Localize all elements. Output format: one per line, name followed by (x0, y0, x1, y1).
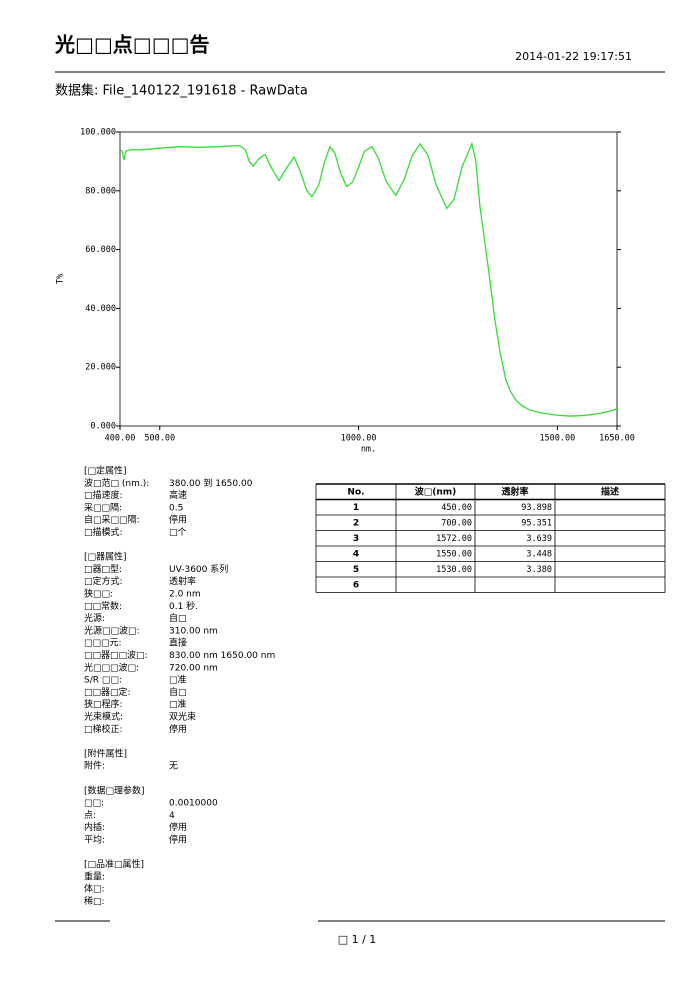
table-header: 波□(nm) (415, 485, 457, 497)
table-cell: 3.448 (526, 549, 552, 559)
property-value: 高速 (169, 489, 187, 501)
x-tick-label: 500.00 (144, 434, 175, 444)
property-value: 310.00 nm (169, 626, 218, 636)
dataset-label: 数据集: File_140122_191618 - RawData (55, 83, 308, 99)
table-cell: 93.898 (521, 503, 552, 513)
section-title: [□定属性] (84, 465, 127, 477)
plot-frame (119, 131, 618, 427)
page-number: □ 1 / 1 (338, 933, 377, 946)
property-label: 稀□: (84, 895, 105, 907)
table-cell: 4 (353, 549, 359, 559)
y-tick-label: 40.000 (85, 304, 116, 314)
property-value: □准 (169, 699, 187, 710)
property-label: 内插: (84, 821, 105, 833)
table-cell: 700.00 (441, 518, 472, 528)
table-cell: 1 (353, 503, 359, 513)
property-value: □准 (169, 675, 187, 686)
property-label: □梯校正: (84, 723, 123, 735)
property-value: 0.0010000 (169, 799, 218, 809)
property-label: 波□范□ (nm.): (84, 477, 149, 489)
property-label: □□器□定: (84, 686, 131, 698)
table-cell: 1550.00 (436, 549, 472, 559)
property-value: 停用 (169, 514, 187, 526)
property-value: 自□ (169, 612, 187, 624)
table-cell: 3 (353, 534, 359, 544)
property-label: □□器□□波□: (84, 649, 148, 661)
property-label: □器□型: (84, 564, 122, 575)
table-cell: 450.00 (441, 503, 472, 513)
table-header: 透射率 (501, 485, 528, 497)
property-value: 2.0 nm (169, 590, 201, 600)
property-value: 720.00 nm (169, 663, 218, 673)
property-value: 双光束 (169, 711, 196, 723)
property-value: 停用 (169, 834, 187, 846)
property-label: □定方式: (84, 575, 123, 587)
property-label: 重量: (84, 870, 105, 882)
property-label: S/R □□: (84, 676, 122, 686)
property-label: 附件: (84, 760, 105, 772)
property-label: □□□元: (84, 639, 122, 649)
y-tick-label: 20.000 (85, 363, 116, 373)
y-axis-label: T% (56, 274, 66, 284)
x-tick-label: 400.00 (105, 434, 136, 444)
table-cell: 6 (353, 580, 359, 590)
table-cell: 3.380 (526, 565, 552, 575)
x-axis-label: nm. (361, 445, 376, 455)
property-value: 无 (169, 761, 178, 772)
section-title: [□器属性] (84, 551, 127, 563)
property-label: 点: (84, 810, 96, 821)
property-value: 自□ (169, 686, 187, 698)
table-cell: 5 (353, 565, 359, 575)
table-cell: 1572.00 (436, 534, 472, 544)
property-label: 光□□□波□: (84, 661, 139, 673)
property-label: □描速度: (84, 489, 123, 501)
property-label: □描模式: (84, 526, 123, 538)
property-value: 830.00 nm 1650.00 nm (169, 651, 275, 661)
table-cell: 3.639 (526, 534, 552, 544)
report-title: 光□□点□□□告 (54, 33, 209, 57)
property-label: 平均: (84, 834, 105, 846)
property-value: 停用 (169, 821, 187, 833)
section-title: [数据□理参数] (84, 784, 145, 796)
property-label: □□常数: (84, 600, 122, 612)
property-value: 直接 (169, 637, 187, 649)
y-tick-label: 80.000 (85, 186, 116, 196)
property-label: 光源□□波□: (84, 624, 140, 636)
report-datetime: 2014-01-22 19:17:51 (515, 50, 632, 63)
property-value: 4 (169, 811, 175, 821)
x-tick-label: 1000.00 (341, 434, 377, 444)
property-label: 狭□程序: (84, 698, 123, 710)
property-value: 380.00 到 1650.00 (169, 477, 253, 489)
x-tick-label: 1650.00 (599, 434, 635, 444)
property-label: 体□: (84, 883, 105, 895)
table-header: 描述 (601, 485, 619, 497)
y-tick-label: 0.000 (90, 422, 116, 432)
property-label: 狭□□: (84, 588, 113, 600)
table-cell: 95.351 (521, 518, 552, 528)
property-label: 光源: (84, 612, 105, 624)
property-value: □个 (169, 527, 187, 538)
section-title: [附件属性] (84, 747, 127, 759)
property-value: UV-3600 系列 (169, 563, 228, 575)
property-label: 光束模式: (84, 711, 123, 723)
property-label: 采□□隔: (84, 502, 122, 513)
property-label: 自□采□□隔: (84, 514, 140, 526)
table-cell: 2 (353, 518, 359, 528)
property-label: □□: (84, 799, 104, 809)
spectrum-line (119, 141, 618, 417)
table-cell: 1530.00 (436, 565, 472, 575)
property-value: 透射率 (169, 575, 196, 587)
property-value: 停用 (169, 723, 187, 735)
table-header: No. (347, 487, 364, 497)
property-value: 0.5 (169, 503, 183, 513)
y-tick-label: 60.000 (85, 245, 116, 255)
y-tick-label: 100.000 (80, 128, 116, 138)
property-value: 0.1 秒. (169, 600, 198, 612)
section-title: [□品准□属性] (84, 858, 144, 870)
x-tick-label: 1500.00 (539, 434, 575, 444)
